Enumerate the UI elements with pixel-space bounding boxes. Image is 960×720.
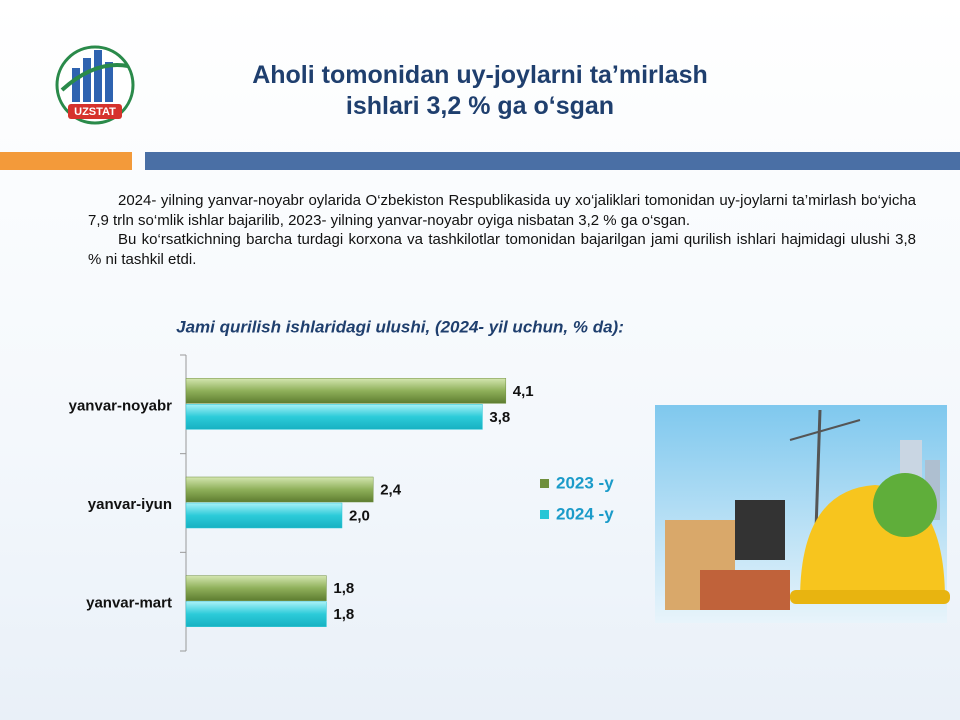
bar <box>185 601 327 627</box>
data-label: 1,8 <box>333 580 354 597</box>
bar <box>185 404 483 430</box>
body-text: 2024- yilning yanvar-noyabr oylarida O‘z… <box>88 191 916 269</box>
y-tick-label: yanvar-iyun <box>88 496 172 513</box>
chart-title: Jami qurilish ishlaridagi ulushi, (2024-… <box>176 317 624 336</box>
data-label: 3,8 <box>489 409 510 426</box>
paragraph: Bu ko‘rsatkichning barcha turdagi korxon… <box>88 231 916 268</box>
bar <box>185 378 507 404</box>
bar <box>185 575 327 601</box>
data-label: 2,4 <box>380 481 402 498</box>
logo-text: UZSTAT <box>74 106 116 118</box>
data-label: 4,1 <box>513 383 534 400</box>
data-label: 1,8 <box>333 606 354 623</box>
y-tick-label: yanvar-noyabr <box>69 397 173 414</box>
data-label: 2,0 <box>349 507 370 524</box>
accent-bar <box>145 152 960 170</box>
paragraph: 2024- yilning yanvar-noyabr oylarida O‘z… <box>88 192 916 229</box>
legend-marker <box>540 479 549 488</box>
bar <box>185 476 374 503</box>
accent-bar <box>0 152 132 170</box>
bar <box>185 502 343 529</box>
slide-title: Aholi tomonidan uy-joylarni ta’mirlash is… <box>180 60 780 122</box>
legend-marker <box>540 510 549 519</box>
illustration <box>655 405 950 623</box>
legend-label: 2023 -y <box>556 473 614 492</box>
title-line: ishlari 3,2 % ga o‘sgan <box>345 92 615 120</box>
legend-label: 2024 -y <box>556 504 614 523</box>
title-line: Aholi tomonidan uy-joylarni ta’mirlash <box>252 61 708 89</box>
y-tick-label: yanvar-mart <box>86 595 172 612</box>
